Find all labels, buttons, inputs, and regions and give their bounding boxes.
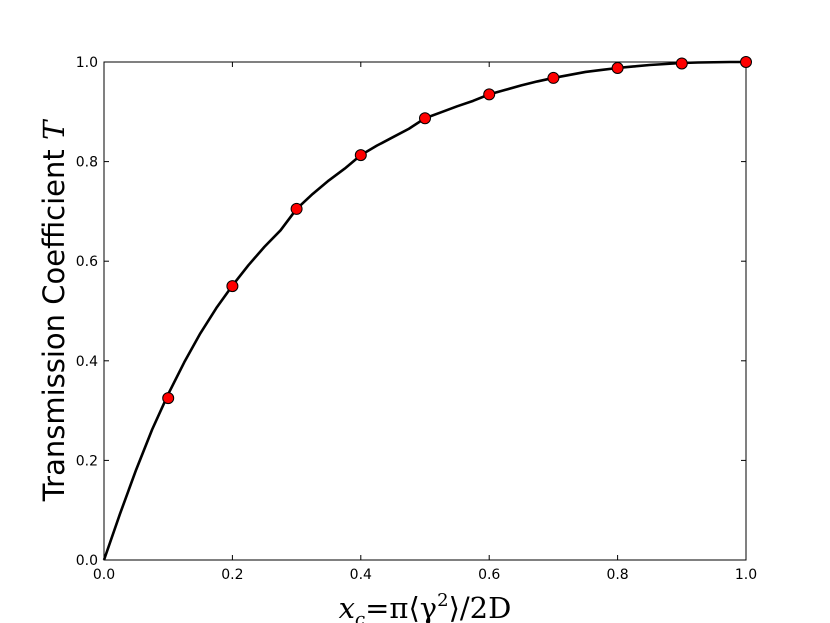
data-point [483, 88, 496, 101]
x-axis-label: xc=π⟨γ2⟩/2D [339, 590, 512, 623]
ticks: 0.0 0.2 0.4 0.6 0.8 1.0 0.0 0.2 0.4 0.6 0.8 1.0 [76, 55, 757, 583]
y-tick-label: 0.6 [76, 254, 98, 270]
data-point [290, 202, 303, 215]
data-point [226, 280, 239, 293]
data-point [419, 112, 431, 125]
data-point [675, 57, 688, 70]
x-tick-label: 0.2 [221, 567, 243, 583]
plot-frame [103, 61, 747, 561]
x-tick-label: 0.4 [350, 567, 372, 583]
y-axis-label-text: Transmission Coefficient [37, 140, 71, 502]
x-axis-label-eq: =π⟨γ [365, 591, 437, 623]
x-tick-label: 0.0 [93, 567, 115, 583]
x-axis-label-var: x [339, 591, 355, 623]
y-tick-label: 0.2 [76, 453, 98, 469]
data-point [547, 71, 560, 84]
y-tick-label: 0.4 [76, 354, 98, 370]
data-point [354, 149, 367, 162]
y-axis-label-symbol: T [37, 118, 71, 140]
x-axis-label-sup: 2 [437, 590, 448, 611]
x-axis-label-sub: c [355, 609, 365, 623]
x-tick-label: 0.8 [606, 567, 628, 583]
x-tick-label: 0.6 [478, 567, 500, 583]
data-point [740, 56, 752, 68]
y-axis-label: Transmission Coefficient T [37, 118, 71, 502]
y-tick-label: 0.0 [76, 553, 98, 569]
series-curve [102, 60, 746, 561]
curve-layer [102, 60, 746, 561]
data-point [162, 392, 175, 405]
marker-layer [162, 56, 752, 405]
y-tick-label: 1.0 [76, 55, 98, 71]
y-tick-label: 0.8 [76, 155, 98, 171]
data-point [611, 61, 624, 74]
x-tick-label: 1.0 [735, 567, 757, 583]
x-axis-label-tail: ⟩/2D [449, 591, 512, 623]
